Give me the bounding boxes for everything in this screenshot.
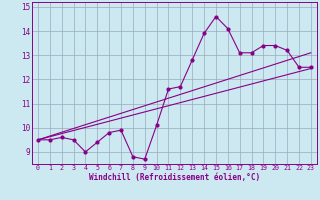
X-axis label: Windchill (Refroidissement éolien,°C): Windchill (Refroidissement éolien,°C) (89, 173, 260, 182)
